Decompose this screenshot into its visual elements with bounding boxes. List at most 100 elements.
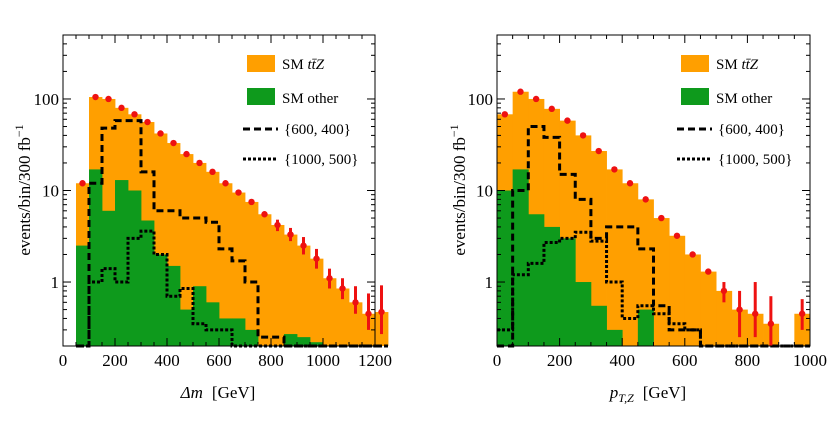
ttz-bar — [684, 254, 701, 346]
sm-other-bar — [310, 342, 324, 346]
sm-other-bar — [206, 302, 220, 346]
right-x-tick-label: 0 — [493, 351, 502, 370]
sm-other-bar — [543, 226, 560, 346]
data-point — [313, 255, 320, 262]
left-panel: 0 200 400 600 800 1000 1200 1 10 100 eve… — [12, 34, 392, 402]
sm-other-bar — [193, 286, 207, 346]
left-y-tick-label: 1 — [51, 273, 60, 292]
data-point — [248, 198, 255, 206]
right-plot-area — [496, 34, 811, 348]
legend-label-600-400: {600, 400} — [284, 122, 351, 138]
data-point — [339, 285, 346, 292]
data-point — [274, 221, 281, 229]
data-point — [532, 95, 540, 103]
right-axis-ticks — [496, 34, 811, 347]
data-point — [92, 93, 99, 101]
data-point — [365, 310, 372, 317]
ttz-bar — [310, 258, 324, 346]
ttz-bar — [362, 313, 376, 346]
data-point — [378, 308, 385, 316]
legend-swatch-ttz — [681, 55, 709, 72]
data-point — [579, 132, 587, 139]
right-y-tick-label: 10 — [476, 182, 493, 201]
sm-other-bar — [284, 334, 298, 346]
ttz-bar — [336, 288, 350, 346]
right-x-tick-label: 800 — [735, 351, 761, 370]
data-point — [105, 95, 112, 103]
sm-other-bar — [141, 220, 155, 346]
ttz-bar — [180, 154, 194, 346]
ttz-bar — [323, 278, 337, 346]
data-point — [752, 310, 759, 317]
legend-swatch-sm-other — [247, 88, 275, 105]
sm-other-bar — [297, 337, 311, 346]
sm-other-bar — [76, 245, 90, 346]
sm-other-bar — [115, 180, 129, 346]
left-y-tick-label: 100 — [34, 90, 60, 109]
right-x-tick-label: 600 — [672, 351, 698, 370]
data-point — [131, 111, 138, 118]
left-axis-ticks — [62, 34, 376, 347]
legend-label-ttz: SM tt̄Z — [282, 57, 325, 73]
data-point — [183, 150, 190, 158]
sm-other-bar — [167, 265, 181, 346]
data-point — [326, 275, 333, 282]
ttz-bar — [232, 192, 246, 346]
data-point — [767, 320, 775, 327]
sm-other-bar — [559, 238, 576, 346]
ttz-bar — [669, 235, 686, 346]
legend-label-1000-500: {1000, 500} — [284, 152, 358, 168]
sm-other-bar — [637, 309, 654, 346]
data-point — [626, 180, 634, 187]
sm-other-bar — [154, 254, 168, 346]
left-x-tick-label: 800 — [258, 351, 284, 370]
legend-label-sm-other: SM other — [716, 91, 772, 107]
right-x-tick-label: 1000 — [793, 351, 827, 370]
right-x-axis-label: pT,Z [GeV] — [609, 383, 686, 405]
legend-label-sm-other: SM other — [282, 91, 338, 107]
left-stack-fills — [76, 97, 389, 347]
right-y-tick-label: 1 — [485, 273, 494, 292]
left-y-tick-label: 10 — [42, 182, 59, 201]
left-x-tick-label: 1200 — [358, 351, 392, 370]
ttz-bar — [219, 183, 233, 346]
data-point — [170, 139, 177, 147]
data-point — [352, 299, 359, 306]
data-point — [144, 118, 151, 126]
data-point — [705, 268, 712, 275]
left-x-tick-label: 400 — [154, 351, 180, 370]
ttz-bar — [637, 199, 654, 346]
data-point — [235, 189, 242, 196]
left-plot-area — [62, 34, 389, 348]
ttz-bar — [258, 214, 272, 346]
data-point — [720, 287, 728, 295]
data-point — [658, 214, 665, 222]
data-point — [595, 147, 602, 155]
ttz-bar — [622, 183, 639, 346]
ttz-bar — [606, 169, 623, 346]
left-x-tick-label: 0 — [59, 351, 68, 370]
sm-other-bar — [512, 169, 529, 346]
data-point — [287, 231, 294, 238]
left-x-tick-labels: 0 200 400 600 800 1000 1200 — [59, 351, 392, 370]
signal-1000-500-line — [76, 229, 388, 348]
data-point — [79, 180, 86, 187]
left-x-tick-label: 1000 — [306, 351, 340, 370]
legend-label-ttz: SM tt̄Z — [716, 57, 759, 73]
right-data-points — [501, 88, 806, 346]
data-point — [501, 111, 509, 118]
ttz-bar — [653, 218, 670, 346]
ttz-bar — [271, 224, 285, 346]
sm-other-bar — [232, 318, 246, 346]
data-point — [222, 180, 229, 187]
right-x-tick-labels: 0 200 400 600 800 1000 — [493, 351, 827, 370]
left-x-tick-label: 600 — [206, 351, 232, 370]
data-point — [517, 88, 524, 95]
data-point — [564, 117, 571, 124]
data-point — [209, 168, 216, 176]
data-point — [673, 232, 681, 239]
left-x-tick-label: 200 — [102, 351, 128, 370]
signal-1000-500-line — [497, 230, 810, 348]
sm-other-bar — [575, 282, 592, 346]
ttz-bar — [349, 302, 363, 346]
